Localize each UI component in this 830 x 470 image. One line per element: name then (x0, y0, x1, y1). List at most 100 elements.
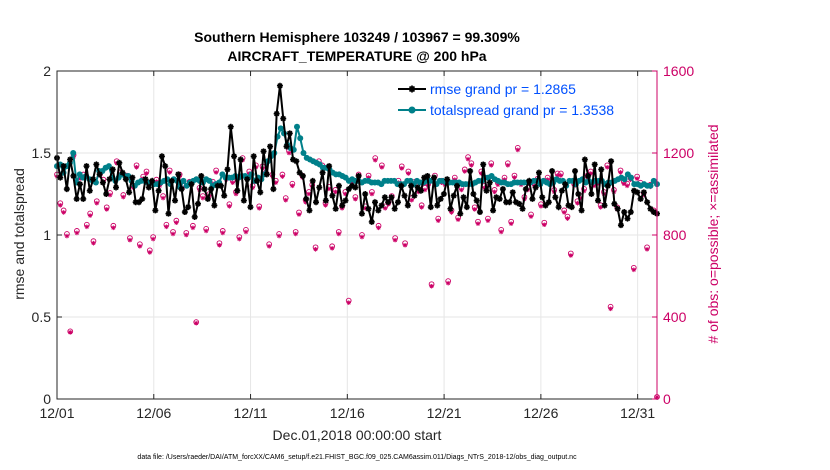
obs-assimilated-point (256, 206, 262, 211)
obs-assimilated-point (445, 280, 451, 286)
rmse-point (644, 199, 651, 206)
obs-assimilated-point (505, 163, 511, 168)
rmse-point (460, 194, 467, 201)
rmse-point (257, 189, 264, 196)
y-tick-label: 1.5 (32, 145, 52, 161)
rmse-point (634, 189, 641, 196)
rmse-point (401, 192, 408, 199)
rmse-point (139, 195, 146, 202)
obs-assimilated-point (465, 156, 471, 162)
y2-tick-label: 800 (663, 227, 687, 243)
rmse-point (319, 169, 326, 176)
obs-assimilated-point (416, 189, 421, 195)
rmse-point (165, 210, 172, 217)
obs-assimilated-point (290, 183, 295, 189)
rmse-point (611, 200, 618, 207)
rmse-point (293, 158, 300, 165)
rmse-point (322, 197, 329, 204)
rmse-point (103, 191, 110, 197)
obs-assimilated-point (362, 206, 368, 211)
x-axis: 12/01 12/06 12/11 12/16 12/21 12/26 12/31 (39, 71, 655, 421)
obs-assimilated-point (220, 230, 226, 236)
rmse-point (113, 184, 120, 191)
obs-assimilated-point (120, 194, 126, 200)
obs-assimilated-point (296, 212, 302, 217)
rmse-point (565, 202, 572, 209)
rmse-point (627, 209, 634, 216)
rmse-point (267, 143, 274, 150)
rmse-point (299, 172, 306, 179)
rmse-point (522, 186, 529, 193)
obs-assimilated-point (336, 231, 342, 237)
rmse-point (342, 197, 349, 204)
totalspread-point (647, 182, 654, 189)
obs-assimilated-point (634, 176, 640, 181)
x-tick-label: 12/21 (427, 405, 462, 421)
rmse-point (417, 187, 424, 194)
rmse-point (283, 143, 290, 150)
y2-tick-label: 1200 (663, 145, 694, 161)
rmse-point (440, 191, 447, 197)
rmse-point (142, 176, 149, 183)
rmse-point (204, 195, 211, 202)
obs-assimilated-point (293, 231, 298, 237)
rmse-point (608, 158, 615, 165)
rmse-point (378, 202, 385, 209)
obs-assimilated-point (591, 183, 597, 189)
obs-assimilated-point (459, 187, 464, 193)
rmse-point (631, 187, 638, 194)
rmse-point (572, 168, 579, 175)
obs-assimilated-point (482, 185, 487, 191)
rmse-point (526, 177, 533, 184)
obs-assimilated-point (512, 175, 517, 180)
legend-spread-marker (408, 106, 416, 114)
rmse-point (372, 199, 379, 206)
obs-assimilated-point (538, 204, 544, 209)
rmse-point (535, 169, 542, 176)
rmse-point (339, 202, 346, 209)
rmse-point (326, 163, 333, 170)
totalspread-point (621, 176, 628, 183)
rmse-point (263, 171, 270, 178)
rmse-point (532, 184, 539, 191)
obs-assimilated-point (604, 165, 610, 170)
rmse-point (457, 210, 464, 217)
obs-assimilated-point (379, 165, 385, 170)
rmse-point (172, 197, 179, 204)
rmse-point (650, 209, 657, 216)
rmse-point (90, 176, 97, 183)
obs-assimilated-point (280, 174, 285, 179)
rmse-point (473, 197, 480, 204)
rmse-point (221, 192, 228, 199)
obs-assimilated-point (399, 166, 405, 171)
y-axis-right: 0 400 800 1200 1600 (652, 63, 694, 407)
y-tick-label: 0.5 (32, 309, 52, 325)
obs-assimilated-point (406, 171, 411, 176)
obs-assimilated-point (382, 206, 388, 211)
obs-assimilated-point (588, 171, 594, 176)
chart-title: Southern Hemisphere 103249 / 103967 = 99… (194, 29, 520, 45)
obs-assimilated-point (429, 283, 434, 289)
x-tick-label: 12/06 (136, 405, 171, 421)
obs-assimilated-point (462, 169, 468, 174)
x-axis-label: Dec.01,2018 00:00:00 start (273, 427, 442, 443)
x-tick-label: 12/16 (330, 405, 365, 421)
rmse-point (296, 169, 303, 176)
rmse-point (545, 199, 552, 206)
rmse-point (542, 202, 549, 209)
rmse-point (247, 204, 254, 211)
rmse-point (568, 204, 575, 211)
rmse-point (227, 123, 234, 130)
obs-assimilated-point (134, 165, 139, 170)
y2-tick-label: 400 (663, 309, 687, 325)
rmse-point (214, 182, 221, 189)
obs-assimilated-point (435, 218, 441, 223)
rmse-point (211, 202, 218, 209)
rmse-point (421, 174, 428, 181)
legend-rmse-label: rmse grand pr = 1.2865 (430, 81, 576, 97)
obs-assimilated-point (353, 196, 358, 202)
obs-assimilated-point (203, 228, 209, 234)
obs-assimilated-point (74, 230, 80, 236)
rmse-point (260, 148, 267, 155)
rmse-point (181, 209, 188, 216)
